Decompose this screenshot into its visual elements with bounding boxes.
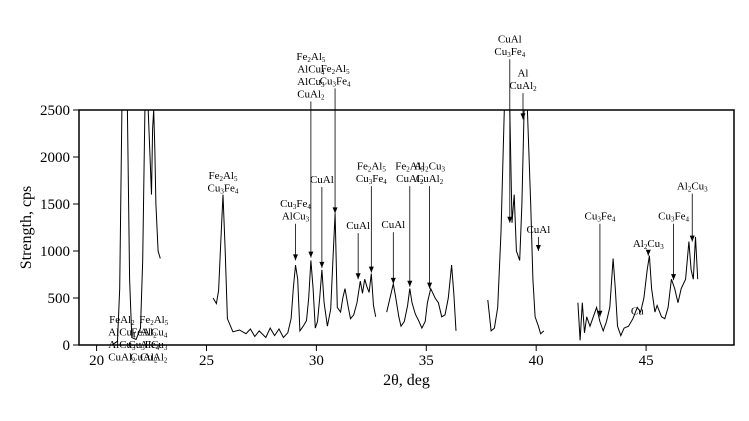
x-tick-label: 20 <box>89 353 104 369</box>
annotation-label: CuAl <box>346 220 370 232</box>
annotation-label: CuAl2 <box>509 80 537 93</box>
y-tick-label: 0 <box>63 338 71 354</box>
annotation-label: CuAl2 <box>297 89 325 102</box>
annotation-label: AlCu3 <box>140 339 168 352</box>
y-tick-label: 1000 <box>40 244 70 260</box>
annotation-arrowhead <box>368 266 374 273</box>
annotation-label: Cu3Fe4 <box>658 211 689 224</box>
annotation-label: AlCu4 <box>140 326 168 339</box>
annotation-label: Cu <box>631 306 644 318</box>
peak-annotation: Al2Cu3 <box>633 238 664 256</box>
y-tick-label: 1500 <box>40 197 70 213</box>
annotation-arrowhead <box>308 251 314 258</box>
annotation-label: CuAl <box>310 174 334 186</box>
peak-annotation: Al2Cu3 <box>677 181 708 242</box>
annotation-arrowhead <box>293 254 299 261</box>
x-axis-label: 2θ, deg <box>383 372 430 389</box>
y-axis: 0 500 1000 1500 2000 2500 <box>40 103 79 354</box>
annotation-label: CuAl2 <box>140 351 168 364</box>
peak-annotation: CuAl <box>310 174 334 268</box>
annotation-label: CuAl2 <box>130 351 158 364</box>
intensity-series-line <box>101 110 699 345</box>
x-tick-label: 30 <box>309 353 324 369</box>
x-tick-label: 25 <box>199 353 214 369</box>
x-tick-label: 35 <box>419 353 434 369</box>
annotation-arrowhead <box>355 273 361 280</box>
y-tick-label: 2500 <box>40 103 70 119</box>
annotation-label: CuAl <box>381 219 405 231</box>
annotation-label: Cu3Fe4 <box>280 198 311 211</box>
annotation-arrowhead <box>319 261 325 268</box>
annotation-label: Cu3Fe4 <box>356 173 387 186</box>
annotation-label: CuAl <box>526 224 550 236</box>
annotation-arrowhead <box>645 249 651 256</box>
y-tick-label: 500 <box>48 291 71 307</box>
annotation-label: Al2Cu3 <box>414 161 445 174</box>
annotation-label: Cu3Fe4 <box>585 211 616 224</box>
peak-annotation: CuAl <box>346 220 370 280</box>
annotation-arrowhead <box>597 310 603 317</box>
annotation-label: Fe2Al5 <box>139 314 169 327</box>
annotation-arrowhead <box>671 274 677 281</box>
annotation-label: Fe2Al5 <box>395 161 425 174</box>
annotation-label: FeAl2 <box>109 314 135 327</box>
annotation-label: AlCu3 <box>297 76 325 89</box>
annotation-arrowhead <box>507 216 513 223</box>
annotation-label: AlCu4 <box>297 64 325 77</box>
annotation-label: AlCu3 <box>108 339 136 352</box>
annotation-arrowhead <box>535 245 541 251</box>
annotation-label: Cu3Fe4 <box>128 339 159 352</box>
x-tick-label: 40 <box>529 353 544 369</box>
annotation-label: Al2Cu3 <box>633 238 664 251</box>
annotation-label: CuAl <box>498 34 522 46</box>
annotation-label: CuAl2 <box>416 173 444 186</box>
y-tick-label: 2000 <box>40 150 70 166</box>
peak-annotation: Cu3Fe4 <box>585 211 616 317</box>
annotation-label: Al <box>517 68 528 80</box>
annotation-arrowhead <box>390 277 396 284</box>
annotation-label: FeAl2 <box>131 326 157 339</box>
annotation-arrowhead <box>427 282 433 289</box>
peak-annotation: CuAl <box>381 219 405 284</box>
annotation-arrowhead <box>689 235 695 242</box>
annotation-arrowhead <box>520 113 526 120</box>
x-axis: 20 25 30 35 40 45 <box>89 345 654 369</box>
x-tick-label: 45 <box>639 353 654 369</box>
peak-annotation: Cu <box>631 306 644 318</box>
annotation-label: Cu3Fe4 <box>208 183 239 196</box>
peak-annotations: FeAl2AlCu4AlCu3CuAl2FeAl2Cu3Fe4CuAl2Fe2A… <box>108 34 708 365</box>
peak-annotation: Cu3Fe4 <box>658 211 689 281</box>
annotation-label: Fe2Al5 <box>357 161 387 174</box>
annotation-label: Al2Cu3 <box>677 181 708 194</box>
annotation-label: AlCu3 <box>282 211 310 224</box>
annotation-label: Fe2Al5 <box>296 51 326 64</box>
y-axis-label: Strength, cps <box>18 186 35 270</box>
annotation-arrowhead <box>332 207 338 214</box>
plot-area <box>101 110 699 345</box>
annotation-label: Fe2Al5 <box>321 63 351 76</box>
peak-annotation: CuAl <box>526 224 550 251</box>
annotation-label: AlCu4 <box>108 326 136 339</box>
annotation-label: Fe2Al5 <box>208 170 238 183</box>
annotation-label: CuAl2 <box>108 351 136 364</box>
annotation-label: CuAl2 <box>396 173 424 186</box>
annotation-label: Cu3Fe4 <box>494 46 525 59</box>
plot-frame <box>78 109 735 346</box>
annotation-label: Cu3Fe4 <box>320 75 351 88</box>
annotation-arrowhead <box>407 280 413 287</box>
